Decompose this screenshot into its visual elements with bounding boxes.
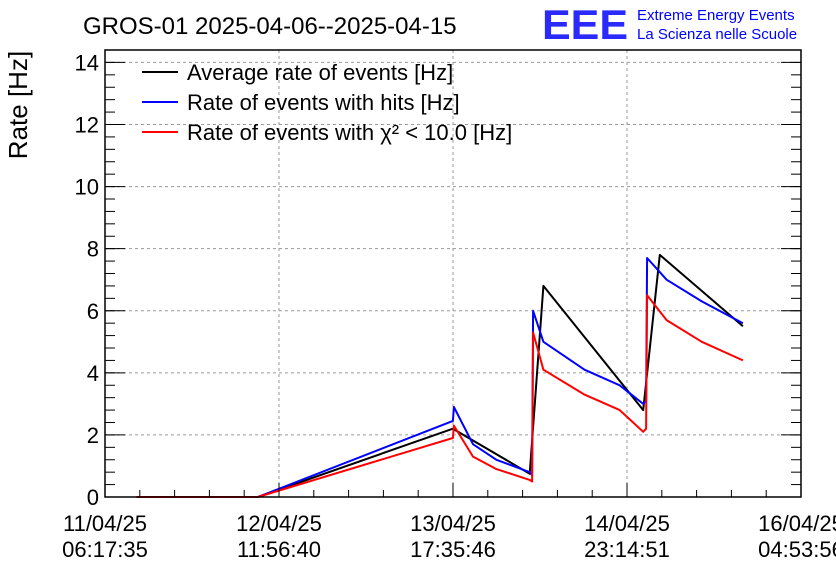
series-line-1 xyxy=(136,257,744,498)
y-tick-label: 10 xyxy=(75,175,99,200)
eee-logo: EEE Extreme Energy Events La Scienza nel… xyxy=(542,1,797,48)
x-tick-label-date: 13/04/25 xyxy=(410,511,496,536)
y-tick-label: 8 xyxy=(87,237,99,262)
x-tick-label-time: 17:35:46 xyxy=(410,537,496,562)
legend-label: Rate of events with hits [Hz] xyxy=(187,90,460,115)
x-tick-label-date: 16/04/25 xyxy=(758,511,836,536)
series-line-0 xyxy=(136,253,744,498)
legend: Average rate of events [Hz] Rate of event… xyxy=(142,60,512,145)
y-axis-label: Rate [Hz] xyxy=(3,51,33,159)
eee-logo-mark: EEE xyxy=(542,1,628,48)
y-tick-label: 0 xyxy=(87,485,99,510)
y-tick-label: 4 xyxy=(87,361,99,386)
eee-logo-line2: La Scienza nelle Scuole xyxy=(637,26,797,43)
x-tick-label-time: 06:17:35 xyxy=(62,537,148,562)
eee-logo-line1: Extreme Energy Events xyxy=(637,7,795,24)
legend-label: Average rate of events [Hz] xyxy=(187,60,453,85)
x-tick-label-time: 11:56:40 xyxy=(237,537,321,562)
x-tick-label-date: 14/04/25 xyxy=(584,511,670,536)
y-tick-label: 6 xyxy=(87,299,99,324)
y-tick-label: 14 xyxy=(75,50,99,75)
chart-title: GROS-01 2025-04-06--2025-04-15 xyxy=(83,13,457,40)
x-tick-label-date: 12/04/25 xyxy=(236,511,322,536)
legend-label: Rate of events with χ² < 10.0 [Hz] xyxy=(187,120,512,145)
x-tick-label-time: 04:53:56 xyxy=(758,537,836,562)
x-tick-label-date: 11/04/25 xyxy=(63,511,147,536)
series-layer xyxy=(136,253,744,498)
series-line-2 xyxy=(136,294,744,498)
x-tick-label-time: 23:14:51 xyxy=(584,537,670,562)
y-tick-label: 2 xyxy=(87,423,99,448)
y-tick-label: 12 xyxy=(75,113,99,138)
